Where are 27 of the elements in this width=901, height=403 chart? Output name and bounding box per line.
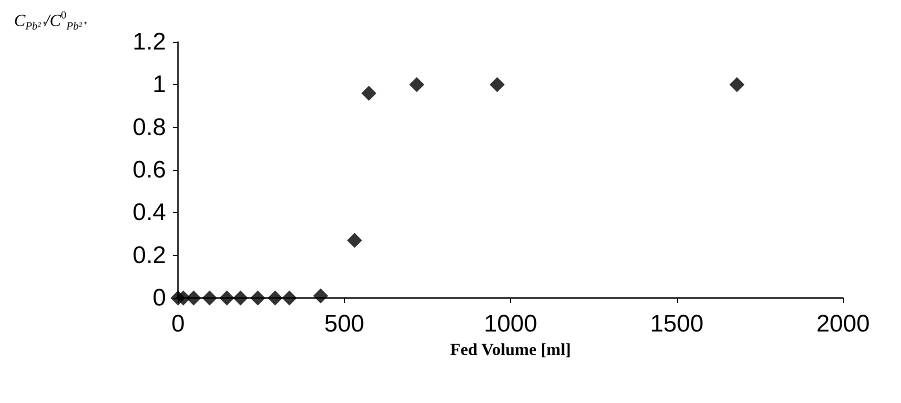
point	[729, 77, 744, 92]
point	[233, 290, 248, 306]
y-tick-label: 1.2	[132, 28, 166, 56]
point	[202, 290, 218, 306]
point	[490, 77, 505, 92]
y-tick-label: 0.8	[132, 114, 166, 141]
point	[219, 290, 234, 306]
point	[268, 290, 283, 306]
point	[361, 86, 376, 101]
y-tick-label: 0.4	[132, 199, 166, 226]
y-tick-label: 0	[152, 284, 166, 312]
point	[250, 290, 266, 306]
y-tick-label: 0.6	[132, 156, 166, 184]
x-tick-label: 1500	[650, 310, 704, 338]
x-axis-title: Fed Volume [ml]	[450, 340, 571, 359]
point	[409, 77, 424, 92]
point	[186, 290, 202, 306]
point	[313, 288, 328, 304]
y-tick-label: 1	[152, 71, 166, 98]
y-tick-label: 0.2	[132, 242, 166, 269]
point	[176, 290, 191, 306]
x-tick-label: 2000	[816, 310, 870, 338]
x-tick-label: 500	[324, 310, 364, 338]
point	[347, 232, 362, 248]
x-tick-label: 0	[171, 310, 185, 338]
point	[282, 290, 297, 306]
x-tick-label: 1000	[484, 310, 538, 338]
